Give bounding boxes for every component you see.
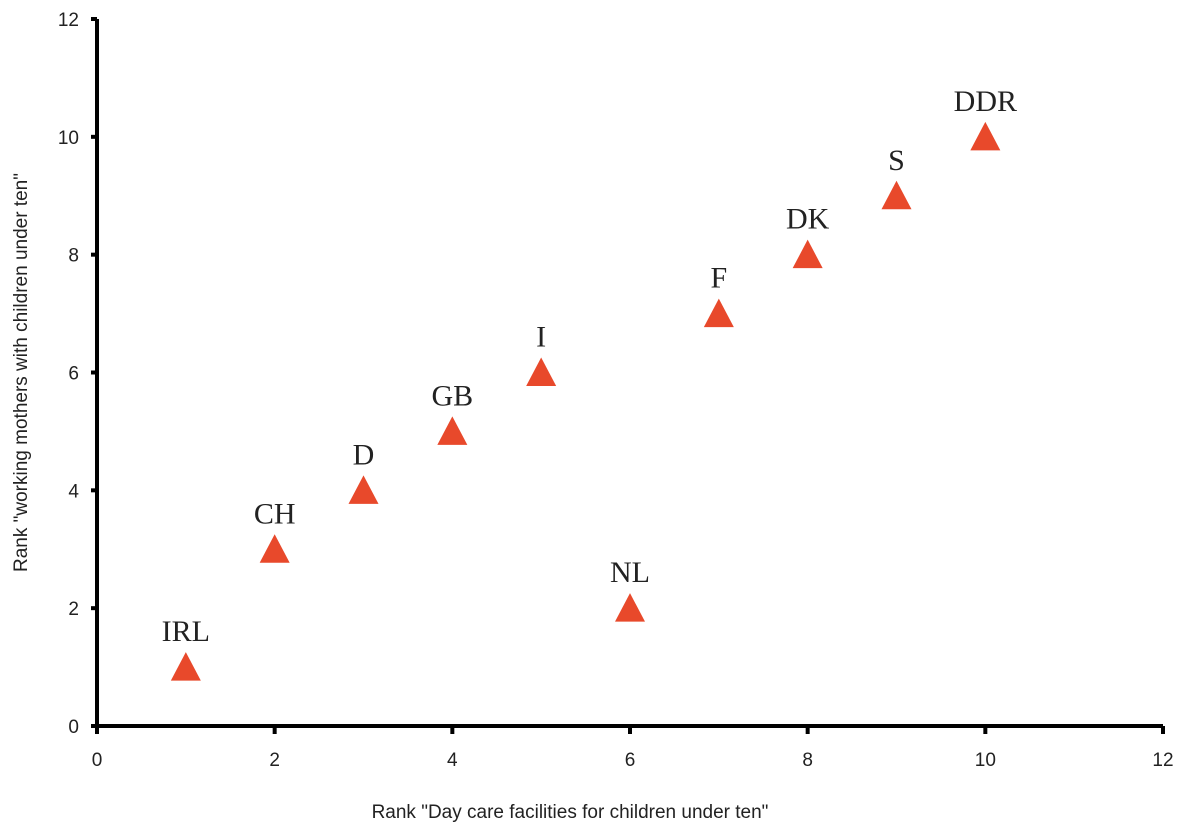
y-axis-ticks: 0 2 4 6 8 10 12 bbox=[58, 10, 97, 738]
x-axis-title: Rank "Day care facilities for children u… bbox=[372, 802, 769, 823]
data-point: S bbox=[881, 144, 912, 210]
triangle-marker bbox=[615, 593, 645, 622]
point-label: NL bbox=[610, 556, 650, 589]
y-tick-label: 6 bbox=[68, 364, 79, 385]
data-point: DK bbox=[786, 203, 830, 269]
y-tick-label: 2 bbox=[68, 599, 79, 620]
x-tick-label: 4 bbox=[447, 750, 458, 771]
triangle-marker bbox=[881, 180, 912, 210]
y-tick-label: 12 bbox=[58, 10, 79, 31]
triangle-marker bbox=[970, 121, 1001, 151]
point-label: I bbox=[536, 321, 546, 354]
point-label: D bbox=[353, 438, 375, 471]
data-point: GB bbox=[431, 379, 473, 445]
x-tick-label: 6 bbox=[625, 750, 636, 771]
x-tick-label: 8 bbox=[802, 750, 813, 771]
x-tick-label: 0 bbox=[92, 750, 103, 771]
point-label: IRL bbox=[162, 615, 210, 648]
x-tick-label: 10 bbox=[975, 750, 996, 771]
y-tick-label: 4 bbox=[68, 481, 79, 502]
y-tick-label: 0 bbox=[68, 717, 79, 738]
data-point: DDR bbox=[954, 85, 1017, 151]
point-label: F bbox=[710, 262, 727, 295]
point-label: DK bbox=[786, 203, 830, 236]
data-point: I bbox=[526, 321, 557, 386]
x-tick-label: 2 bbox=[269, 750, 280, 771]
point-label: DDR bbox=[954, 85, 1017, 118]
y-axis-title: Rank "working mothers with children unde… bbox=[11, 173, 32, 572]
triangle-marker bbox=[792, 239, 823, 269]
triangle-marker bbox=[259, 534, 290, 563]
y-tick-label: 10 bbox=[58, 128, 79, 149]
triangle-marker bbox=[170, 652, 201, 681]
data-point: IRL bbox=[162, 615, 210, 681]
point-label: S bbox=[888, 144, 905, 177]
point-label: GB bbox=[431, 379, 473, 412]
data-point: NL bbox=[610, 556, 650, 622]
data-point: D bbox=[348, 438, 379, 504]
point-label: CH bbox=[254, 497, 296, 530]
x-tick-label: 12 bbox=[1152, 750, 1173, 771]
data-points: IRL CH D GB I NL F DK S DDR bbox=[162, 85, 1017, 681]
data-point: F bbox=[703, 262, 734, 328]
triangle-marker bbox=[437, 416, 468, 445]
triangle-marker bbox=[348, 475, 379, 504]
triangle-marker bbox=[526, 357, 557, 386]
y-tick-label: 8 bbox=[68, 246, 79, 267]
triangle-marker bbox=[703, 298, 734, 328]
data-point: CH bbox=[254, 497, 296, 563]
x-axis-ticks: 0 2 4 6 8 10 12 bbox=[92, 726, 1174, 771]
